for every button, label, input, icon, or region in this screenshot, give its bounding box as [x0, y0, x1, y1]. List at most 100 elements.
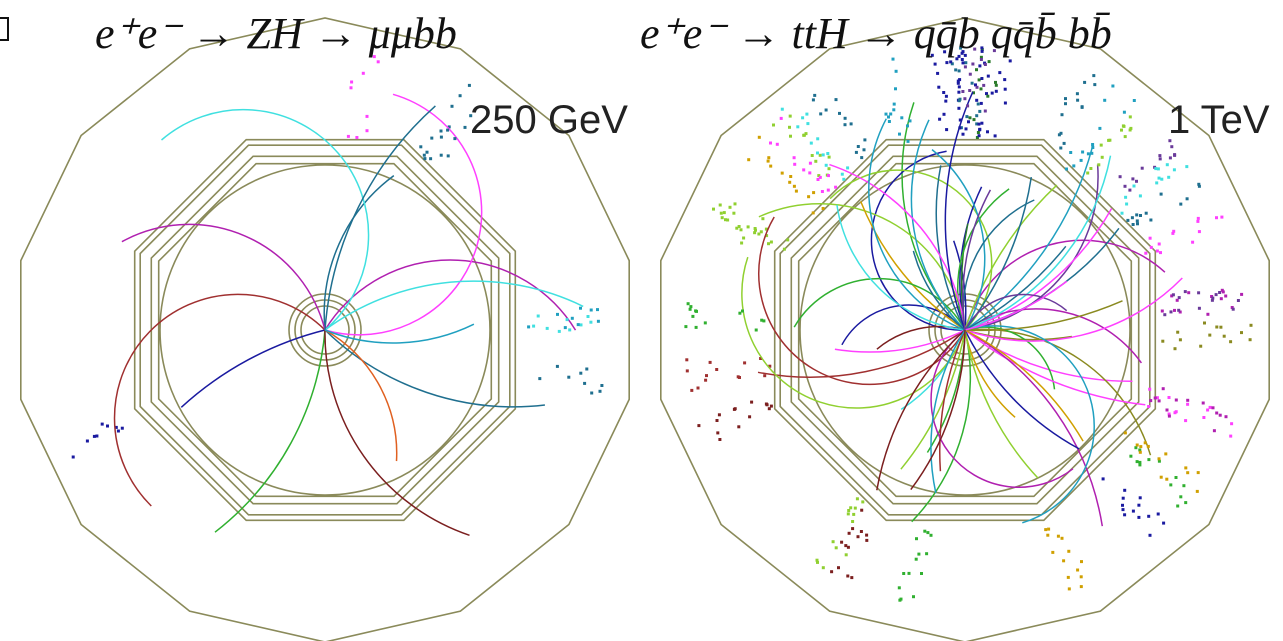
hit — [1160, 476, 1163, 479]
hit — [1158, 457, 1161, 460]
hit — [1156, 250, 1159, 253]
hit — [835, 98, 838, 101]
hit — [684, 325, 687, 328]
hit — [355, 136, 358, 139]
hit — [1062, 559, 1065, 562]
hit — [568, 328, 571, 331]
hit — [822, 153, 825, 156]
hit — [1172, 293, 1175, 296]
hit — [991, 92, 994, 95]
hit — [945, 95, 948, 98]
hit — [892, 108, 895, 111]
hit — [715, 368, 718, 371]
hit — [1175, 399, 1178, 402]
hit — [1219, 414, 1222, 417]
hit — [825, 109, 828, 112]
hit — [936, 72, 939, 75]
process-title: e⁺e⁻ → ttH → qq̄b qq̄b̄ bb̄ — [640, 9, 1112, 58]
hit — [1124, 196, 1127, 199]
hit — [1122, 124, 1125, 127]
hit — [844, 117, 847, 120]
hit — [760, 230, 763, 233]
hit — [1147, 515, 1150, 518]
hit — [894, 87, 897, 90]
hit — [793, 156, 796, 159]
hit — [926, 531, 929, 534]
hit — [978, 78, 981, 81]
hit — [1097, 163, 1100, 166]
hit — [1125, 203, 1128, 206]
hit — [945, 128, 948, 131]
hit — [1149, 219, 1152, 222]
hit — [1206, 313, 1209, 316]
hit — [807, 195, 810, 198]
hit — [888, 120, 891, 123]
hit — [1187, 291, 1190, 294]
hit — [812, 211, 815, 214]
hit — [1184, 466, 1187, 469]
hit — [1240, 331, 1243, 334]
hit — [995, 84, 998, 87]
hit — [1176, 299, 1179, 302]
hit — [846, 166, 849, 169]
hit — [961, 58, 964, 61]
hit — [827, 174, 830, 177]
hit — [695, 326, 698, 329]
hit — [994, 134, 997, 137]
hit — [795, 190, 798, 193]
hit — [453, 137, 456, 140]
hit — [556, 313, 559, 316]
hit — [1184, 419, 1187, 422]
hit — [464, 126, 467, 129]
hit — [590, 309, 593, 312]
hit — [942, 91, 945, 94]
hit — [852, 513, 855, 516]
hit — [986, 95, 989, 98]
hit — [1086, 172, 1089, 175]
hit — [840, 541, 843, 544]
process-title: e⁺e⁻ → ZH → μμbb — [95, 9, 457, 58]
hit — [767, 160, 770, 163]
hit — [580, 323, 583, 326]
hit — [1249, 338, 1252, 341]
hit — [975, 68, 978, 71]
hit — [912, 595, 915, 598]
hit — [975, 99, 978, 102]
hit — [1061, 537, 1064, 540]
hit — [832, 540, 835, 543]
hit — [813, 94, 816, 97]
hit — [761, 217, 764, 220]
hit — [1173, 154, 1176, 157]
hit — [1080, 575, 1083, 578]
hit — [994, 81, 997, 84]
hit — [1176, 331, 1179, 334]
hit — [1154, 397, 1157, 400]
hit — [690, 389, 693, 392]
hit — [709, 361, 712, 364]
hit — [1068, 587, 1071, 590]
hit — [742, 237, 745, 240]
hit — [847, 509, 850, 512]
hit — [737, 425, 740, 428]
hit — [1166, 409, 1169, 412]
hit — [1129, 127, 1132, 130]
hit — [977, 123, 980, 126]
hit — [577, 323, 580, 326]
hit — [1168, 415, 1171, 418]
hit — [1080, 159, 1083, 162]
hit — [851, 520, 854, 523]
hit — [423, 157, 426, 160]
hit — [984, 110, 987, 113]
hit — [1209, 406, 1212, 409]
hit — [86, 440, 89, 443]
hit — [1139, 445, 1142, 448]
hit — [1009, 59, 1012, 62]
hit — [822, 207, 825, 210]
hit — [978, 128, 981, 131]
hit — [938, 118, 941, 121]
hit — [1230, 422, 1233, 425]
hit — [1076, 99, 1079, 102]
hit — [1157, 167, 1160, 170]
hit — [809, 162, 812, 165]
hit — [740, 228, 743, 231]
